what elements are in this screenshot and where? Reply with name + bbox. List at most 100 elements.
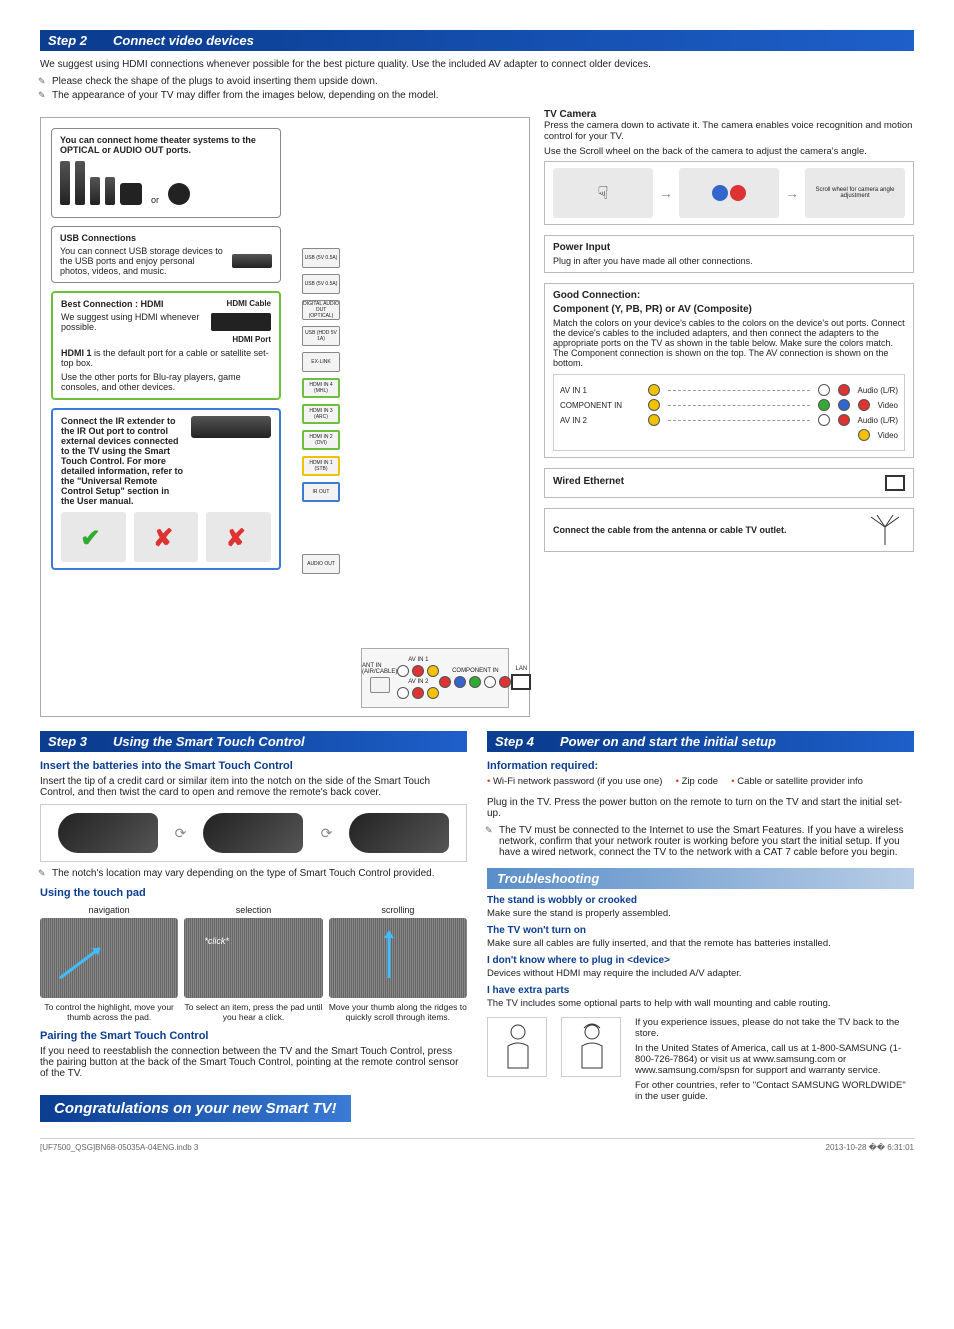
notch-note: The notch's location may vary depending … (52, 868, 467, 879)
touchpad-nav-icon (40, 918, 178, 998)
ts-t1: The stand is wobbly or crooked (487, 895, 914, 906)
speaker-icon (90, 177, 100, 205)
hdmi-port-label: HDMI Port (232, 335, 271, 344)
optical-text: You can connect home theater systems to … (60, 135, 256, 155)
ethernet-box: Wired Ethernet (544, 468, 914, 498)
port-hdmi2: HDMI IN 2 (DVI) (302, 430, 340, 450)
antin-label: ANT IN (AIR/CABLE) (362, 663, 397, 675)
speaker-icon (60, 161, 70, 205)
sel-desc: To select an item, press the pad until y… (184, 1002, 322, 1022)
hdmi-text3: Use the other ports for Blu-ray players,… (61, 372, 271, 392)
bottom-ports: ANT IN (AIR/CABLE) AV IN 1 AV IN 2 COMPO… (361, 648, 509, 708)
ts-d2: Make sure all cables are fully inserted,… (487, 938, 914, 949)
arrow-icon: ⟳ (175, 825, 187, 842)
port-usb3: USB (HDD 5V 1A) (302, 326, 340, 346)
good-title: Good Connection: (553, 290, 905, 301)
camera-text2: Use the Scroll wheel on the back of the … (544, 146, 914, 157)
insert-text: Insert the tip of a credit card or simil… (40, 776, 467, 798)
ts-d4: The TV includes some optional parts to h… (487, 998, 914, 1009)
camera-note: Scroll wheel for camera angle adjustment (805, 187, 905, 199)
good-sub: Component (Y, PB, PR) or AV (Composite) (553, 304, 905, 315)
usb-stick-icon (232, 254, 272, 268)
ir-text: Connect the IR extender to the IR Out po… (61, 416, 185, 506)
setup-no-icon: ✘ (206, 512, 271, 562)
congrats-banner: Congratulations on your new Smart TV! (40, 1095, 351, 1122)
ts-header: Troubleshooting (487, 868, 914, 889)
ethernet-icon (885, 475, 905, 491)
step3-title: Using the Smart Touch Control (101, 731, 467, 752)
compin-row: COMPONENT IN (560, 401, 640, 410)
support1: If you experience issues, please do not … (635, 1017, 914, 1039)
power-box: Power Input Plug in after you have made … (544, 235, 914, 273)
remote-icon (349, 813, 449, 853)
info-wifi: Wi-Fi network password (if you use one) (487, 776, 662, 787)
touchpad-sel-icon: *click* (184, 918, 322, 998)
usb-box: USB Connections You can connect USB stor… (51, 226, 281, 283)
power-text: Plug in after you have made all other co… (553, 256, 905, 266)
footer-time: 2013-10-28 �� 6:31:01 (826, 1143, 914, 1152)
good-text: Match the colors on your device's cables… (553, 318, 905, 368)
video-label: Video (878, 401, 898, 410)
step2-intro: We suggest using HDMI connections whenev… (40, 59, 914, 70)
setup-no-icon: ✘ (134, 512, 199, 562)
info-title: Information required: (487, 760, 914, 772)
audio-lr: Audio (L/R) (858, 386, 898, 395)
port-usb1: USB (5V 0.5A) (302, 248, 340, 268)
ether-title: Wired Ethernet (553, 476, 624, 487)
camera-text1: Press the camera down to activate it. Th… (544, 120, 914, 142)
touch-pad-row: navigation To control the highlight, mov… (40, 905, 467, 1022)
page-footer: [UF7500_QSG]BN68-05035A-04ENG.indb 3 201… (40, 1138, 914, 1152)
port-hdmi1: HDMI IN 1 (STB) (302, 456, 340, 476)
audio-lr2: Audio (L/R) (858, 416, 898, 425)
camera-title: TV Camera (544, 109, 914, 120)
hdmi-box: Best Connection : HDMI HDMI Cable We sug… (51, 291, 281, 400)
setup-ok-icon: ✔ (61, 512, 126, 562)
or-label: or (151, 195, 159, 205)
nav-desc: To control the highlight, move your thum… (40, 1002, 178, 1022)
step2-bullet2: The appearance of your TV may differ fro… (52, 90, 914, 101)
info-cable: Cable or satellite provider info (731, 776, 863, 787)
step2-header: Step 2 Connect video devices (40, 30, 914, 51)
port-optical: DIGITAL AUDIO OUT (OPTICAL) (302, 300, 340, 320)
hdmi-text2: is the default port for a cable or satel… (61, 348, 269, 368)
optical-box: You can connect home theater systems to … (51, 128, 281, 218)
antenna-text: Connect the cable from the antenna or ca… (553, 525, 865, 535)
hdmi-title: Best Connection : HDMI (61, 299, 164, 309)
nav-label: navigation (40, 905, 178, 915)
net-note: The TV must be connected to the Internet… (499, 825, 914, 858)
power-title: Power Input (553, 242, 905, 253)
antenna-box: Connect the cable from the antenna or ca… (544, 508, 914, 552)
video-label2: Video (878, 431, 898, 440)
port-irout: IR OUT (302, 482, 340, 502)
pair-text: If you need to reestablish the connectio… (40, 1046, 467, 1079)
usb-text: You can connect USB storage devices to t… (60, 246, 226, 276)
click-label: *click* (204, 936, 229, 946)
pair-title: Pairing the Smart Touch Control (40, 1030, 467, 1042)
remote-icon (58, 813, 158, 853)
support2: In the United States of America, call us… (635, 1043, 914, 1076)
hdmi-plug-icon (211, 313, 271, 331)
avin1-label: AV IN 1 (408, 657, 428, 663)
touchpad-scr-icon (329, 918, 467, 998)
avin2-label: AV IN 2 (408, 679, 428, 685)
ts-t4: I have extra parts (487, 985, 914, 996)
arrow-icon: ⟳ (321, 825, 333, 842)
side-ports: USB (5V 0.5A) USB (5V 0.5A) DIGITAL AUDI… (291, 128, 351, 706)
ts-d3: Devices without HDMI may require the inc… (487, 968, 914, 979)
ts-t2: The TV won't turn on (487, 925, 914, 936)
support3: For other countries, refer to "Contact S… (635, 1080, 914, 1102)
step4-header: Step 4 Power on and start the initial se… (487, 731, 914, 752)
antenna-icon (865, 515, 905, 545)
lan-label: LAN (516, 666, 528, 672)
usb-title: USB Connections (60, 233, 136, 243)
speaker-icon (75, 161, 85, 205)
step2-title: Connect video devices (101, 30, 914, 51)
subwoofer-icon (120, 183, 142, 205)
scr-desc: Move your thumb along the ridges to quic… (329, 1002, 467, 1022)
hdmi-text1: We suggest using HDMI whenever possible. (61, 312, 205, 332)
port-hdmi3: HDMI IN 3 (ARC) (302, 404, 340, 424)
scr-label: scrolling (329, 905, 467, 915)
step4-label: Step 4 (487, 731, 548, 752)
port-usb2: USB (5V 0.5A) (302, 274, 340, 294)
ir-box: Connect the IR extender to the IR Out po… (51, 408, 281, 570)
